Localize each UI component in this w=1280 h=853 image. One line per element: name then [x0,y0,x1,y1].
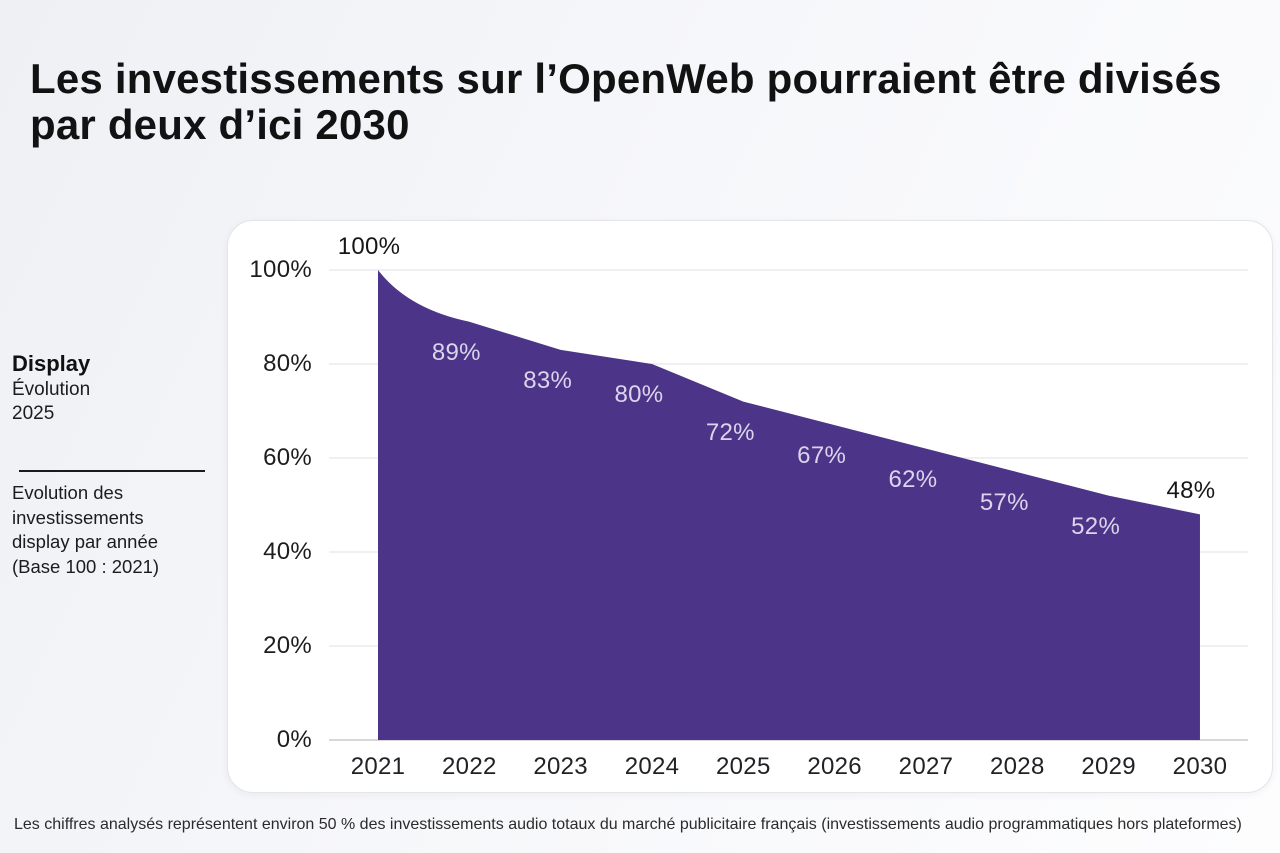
y-axis-label: 80% [263,350,312,377]
area-series [378,270,1200,740]
x-axis-label: 2022 [442,753,497,780]
chart-description: Evolution des investissements display pa… [12,482,160,577]
chart-card: 100% 80% 60% 40% 20% 0% 2021 2022 2023 2024 2025 20… [227,220,1273,793]
data-label: 100% [337,233,401,260]
edition-label-line1: Évolution [12,379,91,400]
chart-meta-panel: Display Évolution 2025 Evolution des inv… [12,350,212,579]
x-axis-label: 2029 [1081,753,1136,780]
area-chart-svg [329,269,1248,741]
divider [19,470,205,472]
y-axis-label: 40% [263,538,312,565]
data-label: 62% [888,465,938,493]
x-axis-label: 2030 [1172,753,1228,780]
y-axis-label: 0% [276,726,312,753]
page-title: Les investissements sur l’OpenWeb pourra… [30,55,1222,149]
x-axis-label: 2025 [716,753,771,780]
data-label: 72% [705,418,755,446]
channel-label: Display [12,351,91,376]
data-label: 48% [1166,477,1216,505]
x-axis-label: 2024 [624,753,680,780]
x-axis-label: 2027 [898,753,954,780]
data-label: 52% [1071,512,1121,540]
data-label: 80% [614,381,664,408]
x-axis-label: 2021 [350,753,406,780]
y-axis-label: 60% [263,444,312,471]
data-label: 57% [979,489,1029,517]
x-axis-label: 2023 [533,753,588,780]
area-chart: 100% 80% 60% 40% 20% 0% 2021 2022 2023 2024 2025 20… [228,221,1272,792]
data-label: 83% [523,366,573,394]
edition-label-line2: 2025 [12,403,55,424]
x-axis-label: 2028 [990,753,1045,780]
y-axis-label: 20% [263,632,312,659]
footnote: Les chiffres analysés représentent envir… [14,816,1242,833]
y-axis-label: 100% [249,256,312,283]
x-axis-label: 2026 [807,753,862,780]
data-label: 89% [431,338,481,366]
data-label: 67% [797,442,847,470]
